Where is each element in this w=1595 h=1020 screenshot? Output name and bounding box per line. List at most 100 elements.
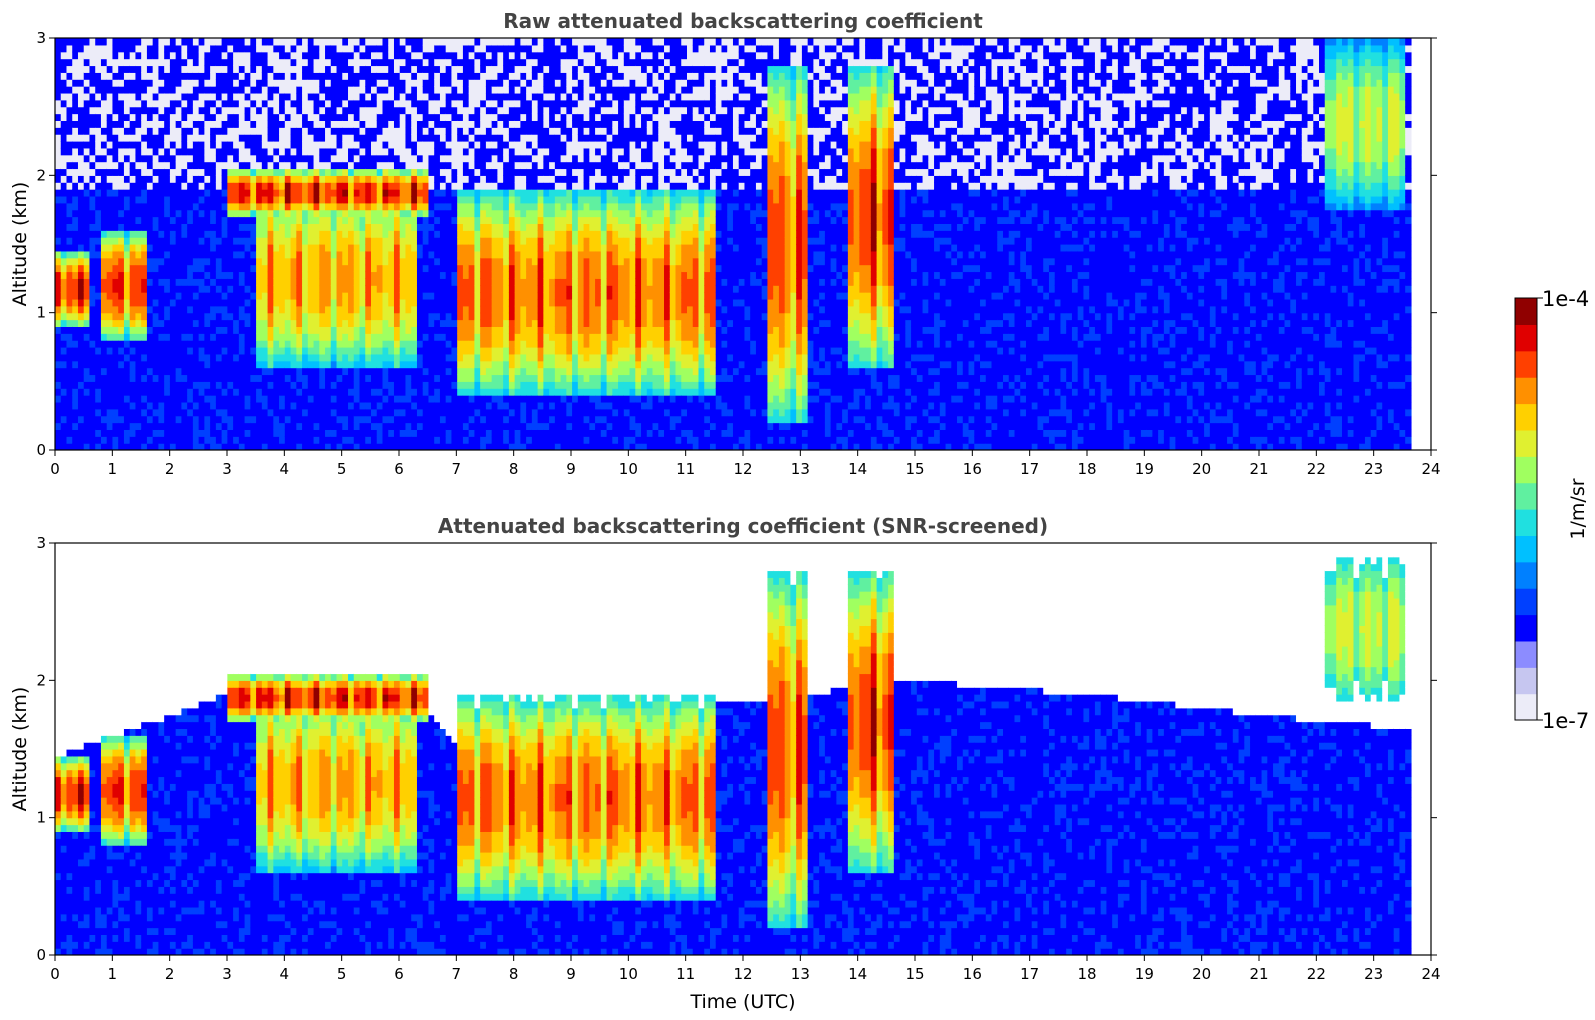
heatmap-cell bbox=[77, 189, 85, 197]
heatmap-cell bbox=[141, 257, 148, 266]
heatmap-cell bbox=[83, 147, 91, 156]
heatmap-cell bbox=[365, 312, 372, 321]
heatmap-cell bbox=[55, 99, 62, 108]
heatmap-cell bbox=[526, 216, 533, 224]
heatmap-cell bbox=[123, 44, 131, 53]
heatmap-cell bbox=[503, 285, 510, 293]
heatmap-cell bbox=[123, 202, 131, 211]
heatmap-cell bbox=[503, 161, 510, 170]
heatmap-cell bbox=[210, 182, 217, 190]
heatmap-cell bbox=[187, 223, 194, 231]
heatmap-cell bbox=[135, 72, 142, 80]
heatmap-cell bbox=[302, 374, 309, 382]
heatmap-cell bbox=[480, 134, 487, 142]
heatmap-cell bbox=[129, 209, 137, 218]
heatmap-cell bbox=[325, 367, 332, 376]
heatmap-cell bbox=[480, 408, 487, 417]
heatmap-cell bbox=[307, 326, 315, 334]
heatmap-cell bbox=[359, 209, 366, 218]
heatmap-cell bbox=[204, 408, 211, 417]
heatmap-cell bbox=[60, 250, 68, 259]
heatmap-cell bbox=[393, 168, 401, 176]
heatmap-cell bbox=[359, 38, 366, 46]
heatmap-cell bbox=[89, 58, 96, 67]
heatmap-cell bbox=[152, 209, 160, 218]
heatmap-cell bbox=[399, 436, 407, 444]
heatmap-cell bbox=[129, 92, 137, 101]
heatmap-cell bbox=[388, 195, 395, 204]
heatmap-cell bbox=[192, 292, 200, 300]
heatmap-cell bbox=[457, 250, 464, 259]
heatmap-cell bbox=[445, 161, 453, 170]
heatmap-cell bbox=[371, 436, 378, 444]
heatmap-cell bbox=[181, 106, 188, 115]
heatmap-cell bbox=[215, 127, 223, 135]
heatmap-cell bbox=[244, 319, 251, 327]
heatmap-cell bbox=[474, 340, 481, 348]
heatmap-cell bbox=[491, 333, 499, 341]
heatmap-cell bbox=[462, 65, 470, 73]
heatmap-cell bbox=[238, 436, 246, 444]
heatmap-cell bbox=[371, 120, 378, 128]
heatmap-cell bbox=[233, 202, 240, 211]
heatmap-cell bbox=[296, 285, 303, 293]
heatmap-cell bbox=[89, 79, 96, 87]
heatmap-cell bbox=[307, 271, 315, 279]
heatmap-cell bbox=[118, 86, 125, 94]
heatmap-cell bbox=[290, 182, 297, 190]
heatmap-cell bbox=[434, 161, 441, 170]
heatmap-cell bbox=[118, 120, 125, 128]
heatmap-cell bbox=[302, 264, 309, 273]
heatmap-cell bbox=[89, 72, 96, 80]
heatmap-cell bbox=[60, 395, 68, 403]
heatmap-cell bbox=[307, 189, 315, 197]
heatmap-cell bbox=[445, 134, 453, 142]
heatmap-cell bbox=[439, 257, 447, 266]
heatmap-cell bbox=[348, 333, 355, 341]
heatmap-cell bbox=[325, 257, 332, 266]
heatmap-cell bbox=[468, 175, 476, 183]
heatmap-cell bbox=[365, 292, 372, 300]
heatmap-cell bbox=[227, 230, 234, 238]
heatmap-cell bbox=[462, 223, 470, 231]
heatmap-cell bbox=[158, 250, 165, 259]
heatmap-cell bbox=[273, 436, 280, 444]
heatmap-cell bbox=[60, 401, 68, 410]
heatmap-cell bbox=[313, 264, 320, 273]
heatmap-cell bbox=[221, 401, 228, 410]
heatmap-cell bbox=[428, 202, 435, 211]
heatmap-cell bbox=[405, 298, 412, 307]
heatmap-cell bbox=[55, 38, 62, 46]
heatmap-cell bbox=[514, 326, 521, 334]
heatmap-cell bbox=[250, 250, 257, 259]
heatmap-cell bbox=[83, 333, 91, 341]
heatmap-cell bbox=[342, 189, 349, 197]
heatmap-cell bbox=[72, 271, 79, 279]
heatmap-cell bbox=[428, 326, 435, 334]
heatmap-cell bbox=[83, 134, 91, 142]
heatmap-cell bbox=[112, 161, 119, 170]
heatmap-cell bbox=[365, 230, 372, 238]
heatmap-cell bbox=[198, 38, 205, 46]
heatmap-cell bbox=[520, 319, 527, 327]
heatmap-cell bbox=[60, 429, 68, 437]
heatmap-cell bbox=[233, 72, 240, 80]
heatmap-cell bbox=[141, 312, 148, 321]
heatmap-cell bbox=[100, 141, 108, 149]
heatmap-cell bbox=[319, 120, 326, 128]
heatmap-cell bbox=[192, 374, 200, 382]
heatmap-cell bbox=[411, 271, 418, 279]
heatmap-cell bbox=[371, 38, 378, 46]
heatmap-cell bbox=[307, 312, 315, 321]
heatmap-cell bbox=[204, 367, 211, 376]
heatmap-cell bbox=[319, 65, 326, 73]
heatmap-cell bbox=[302, 230, 309, 238]
heatmap-cell bbox=[250, 195, 257, 204]
heatmap-cell bbox=[141, 298, 148, 307]
heatmap-cell bbox=[256, 326, 263, 334]
heatmap-cell bbox=[106, 161, 114, 170]
heatmap-cell bbox=[393, 271, 401, 279]
heatmap-cell bbox=[175, 175, 183, 183]
heatmap-cell bbox=[284, 141, 292, 149]
heatmap-cell bbox=[158, 353, 165, 362]
